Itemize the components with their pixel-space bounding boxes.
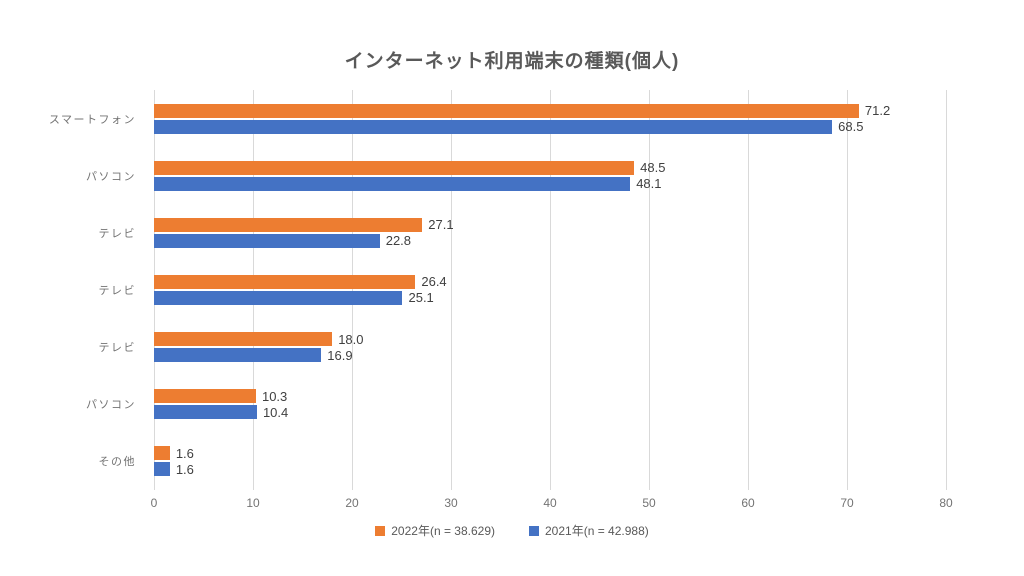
gridline xyxy=(748,90,749,490)
bar-row: 10.4 xyxy=(154,404,946,420)
x-axis-tick-label: 80 xyxy=(939,496,953,510)
x-axis-tick-label: 10 xyxy=(246,496,260,510)
legend-label: 2022年(n = 38.629) xyxy=(391,524,495,538)
category-label: テレビ xyxy=(98,227,136,240)
category-axis: スマートフォン パソコン テレビ テレビ テレビ パソコン その他 xyxy=(0,90,146,490)
value-label: 26.4 xyxy=(421,274,447,290)
bar-series-2 xyxy=(154,119,833,134)
bar-series-1 xyxy=(154,332,333,347)
x-axis: 0 10 20 30 40 50 60 70 80 xyxy=(150,496,953,512)
bar-row: 18.0 xyxy=(154,331,946,347)
bar-group: 71.2 68.5 xyxy=(154,90,946,147)
bar-group: 10.3 10.4 xyxy=(154,376,946,433)
x-axis-tick-label: 20 xyxy=(345,496,359,510)
category-label: パソコン xyxy=(86,170,136,183)
bar-series-1 xyxy=(154,217,423,232)
value-label: 10.4 xyxy=(262,404,289,420)
x-axis-tick-label: 70 xyxy=(840,496,854,510)
bar-group: 48.5 48.1 xyxy=(154,147,946,204)
legend-swatch xyxy=(375,525,386,536)
bar-series-1 xyxy=(154,274,416,289)
bar-row: 22.8 xyxy=(154,233,946,249)
legend-swatch xyxy=(529,525,539,536)
category-label: その他 xyxy=(98,456,136,469)
bar-series-2 xyxy=(154,290,403,305)
bar-row: 68.5 xyxy=(154,119,946,135)
value-label: 22.8 xyxy=(385,233,412,249)
value-label: 1.6 xyxy=(175,461,194,477)
bar-row: 48.5 xyxy=(154,160,946,176)
legend-label: 2021年(n = 42.988) xyxy=(545,524,649,538)
legend-item: 2021年(n = 42.988) xyxy=(529,522,649,539)
gridline xyxy=(649,90,650,490)
value-label: 18.0 xyxy=(338,331,364,347)
bar-row: 26.4 xyxy=(154,274,946,290)
value-label: 71.2 xyxy=(864,103,891,119)
x-axis-tick-label: 40 xyxy=(543,496,557,510)
value-label: 25.1 xyxy=(408,290,434,306)
gridline xyxy=(352,90,353,490)
bar-series-2 xyxy=(154,176,631,191)
bar-series-2 xyxy=(154,405,257,420)
bar-row: 16.9 xyxy=(154,347,946,363)
bar-series-1 xyxy=(154,160,635,175)
value-label: 27.1 xyxy=(428,217,454,233)
x-axis-tick-label: 30 xyxy=(444,496,458,510)
x-axis-tick-label: 60 xyxy=(741,496,755,510)
bar-group: 18.0 16.9 xyxy=(154,319,946,376)
chart-title: インターネット利用端末の種類(個人) xyxy=(344,51,680,72)
bar-row: 25.1 xyxy=(154,290,946,306)
bar-series-2 xyxy=(154,348,322,363)
category-label: テレビ xyxy=(98,342,136,355)
bar-series-2 xyxy=(154,233,380,248)
bar-row: 10.3 xyxy=(154,388,946,404)
bar-group: 26.4 25.1 xyxy=(154,261,946,318)
bar-row: 1.6 xyxy=(154,445,946,461)
gridline xyxy=(154,90,155,490)
plot-area: 71.2 68.5 48.5 48.1 27.1 22.8 26.4 25.1 18.0 16.9… xyxy=(154,90,947,490)
value-label: 10.3 xyxy=(261,388,288,404)
x-axis-tick-label: 50 xyxy=(642,496,656,510)
value-label: 48.1 xyxy=(636,176,662,192)
category-label: スマートフォン xyxy=(48,113,136,126)
value-label: 68.5 xyxy=(838,119,864,135)
category-label: パソコン xyxy=(86,399,136,412)
bar-row: 71.2 xyxy=(154,103,946,119)
bar-row: 1.6 xyxy=(154,461,946,477)
bar-series-1 xyxy=(154,446,170,461)
value-label: 48.5 xyxy=(640,160,666,176)
legend: 2022年(n = 38.629) 2021年(n = 42.988) xyxy=(0,522,1024,539)
bar-group: 27.1 22.8 xyxy=(154,204,946,261)
gridline xyxy=(847,90,848,490)
value-label: 1.6 xyxy=(175,445,194,461)
bar-row: 27.1 xyxy=(154,217,946,233)
bar-series-2 xyxy=(154,462,170,477)
value-label: 16.9 xyxy=(327,347,353,363)
bar-series-1 xyxy=(154,389,256,404)
bar-row: 48.1 xyxy=(154,176,946,192)
bar-group: 1.6 1.6 xyxy=(154,433,946,490)
x-axis-tick-label: 0 xyxy=(150,496,158,510)
gridline xyxy=(253,90,254,490)
category-label: テレビ xyxy=(98,284,136,297)
gridline xyxy=(550,90,551,490)
gridline xyxy=(946,90,947,490)
gridline xyxy=(451,90,452,490)
legend-item: 2022年(n = 38.629) xyxy=(375,522,495,539)
bar-series-1 xyxy=(154,103,859,118)
